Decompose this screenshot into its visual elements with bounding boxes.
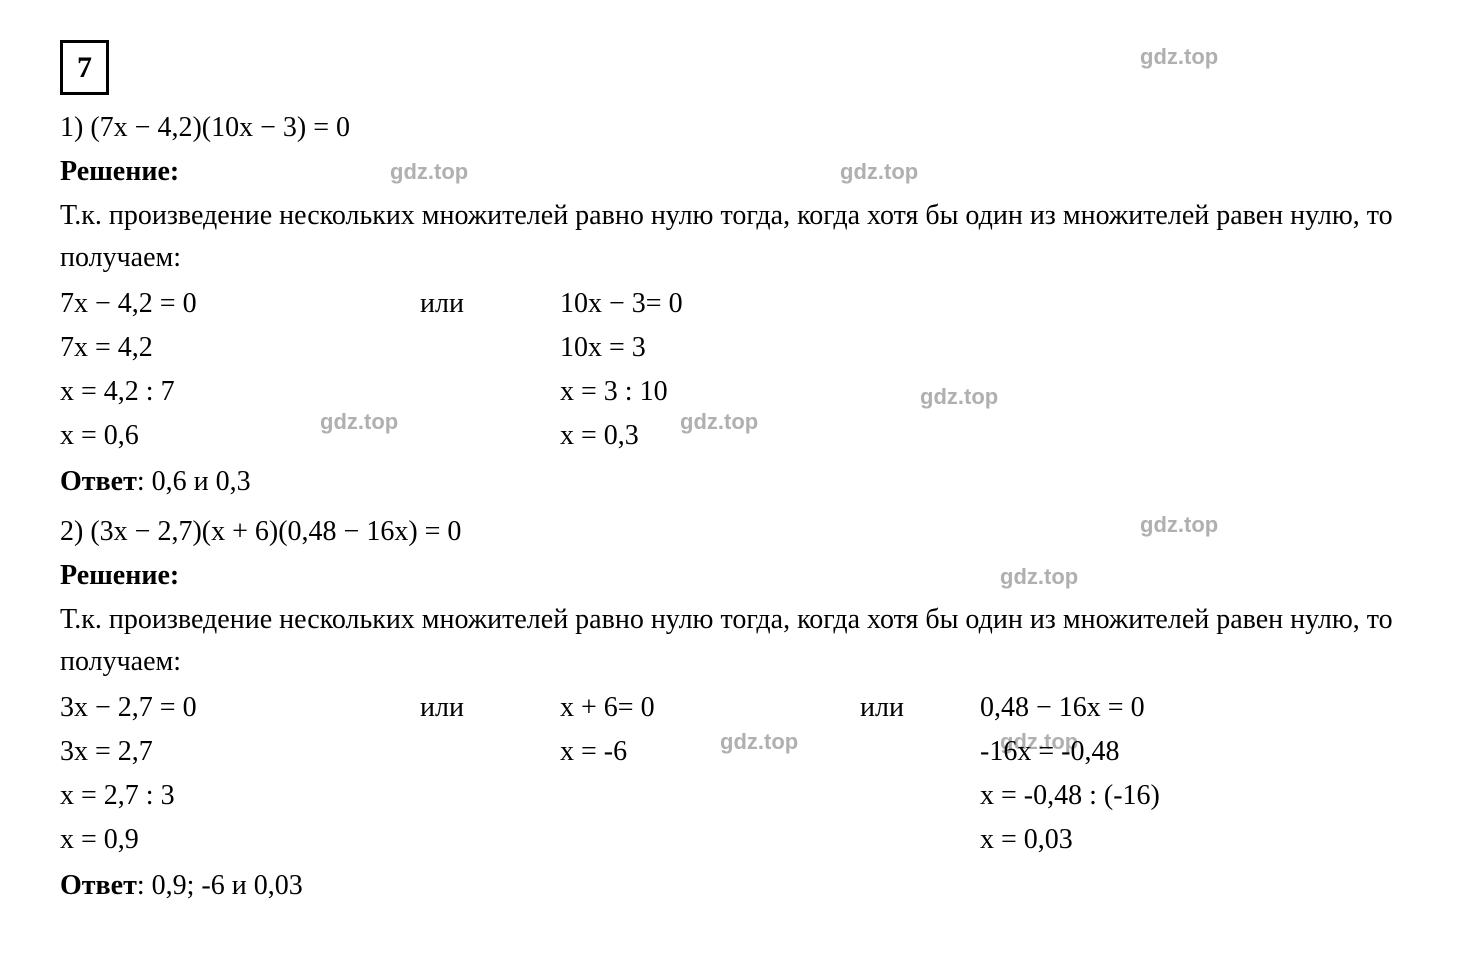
problem-number-box: 7 — [60, 40, 109, 95]
item2-col1-line4: x = 0,9 — [60, 819, 420, 861]
item1-col1-line3: x = 4,2 : 7 — [60, 371, 420, 413]
or-label-2b: или — [860, 687, 980, 729]
item2-col2-line1: x + 6= 0 — [560, 687, 860, 729]
item1-col2-line4: x = 0,3 — [560, 415, 960, 457]
item2-col1-line3: x = 2,7 : 3 — [60, 775, 420, 817]
item1-col1-line4: x = 0,6 — [60, 415, 420, 457]
item2-col1: 3x − 2,7 = 0 3x = 2,7 x = 2,7 : 3 x = 0,… — [60, 685, 420, 863]
item1-col1-line1: 7x − 4,2 = 0 — [60, 283, 420, 325]
or-label-1: или — [420, 283, 560, 325]
item2-col3-line3: x = -0,48 : (-16) — [980, 775, 1300, 817]
answer-1: Ответ: 0,6 и 0,3 — [60, 461, 1400, 503]
item1-col2-line3: x = 3 : 10 — [560, 371, 960, 413]
explanation-2: Т.к. произведение нескольких множителей … — [60, 599, 1400, 683]
item2-col3: 0,48 − 16x = 0 -16x = -0,48 x = -0,48 : … — [980, 685, 1300, 863]
or-label-2a: или — [420, 687, 560, 729]
explanation-1: Т.к. произведение нескольких множителей … — [60, 195, 1400, 279]
item2-or1: или — [420, 685, 560, 863]
answer-label-2: Ответ — [60, 870, 137, 901]
solution-columns-2: 3x − 2,7 = 0 3x = 2,7 x = 2,7 : 3 x = 0,… — [60, 685, 1400, 863]
item2-col3-line1: 0,48 − 16x = 0 — [980, 687, 1300, 729]
item2-col2: x + 6= 0 x = -6 — [560, 685, 860, 863]
answer-2: Ответ: 0,9; -6 и 0,03 — [60, 865, 1400, 907]
equation-2: 2) (3x − 2,7)(x + 6)(0,48 − 16x) = 0 — [60, 511, 1400, 553]
answer-value-2: : 0,9; -6 и 0,03 — [137, 870, 303, 901]
item2-col1-line2: 3x = 2,7 — [60, 731, 420, 773]
solution-columns-1: 7x − 4,2 = 0 7x = 4,2 x = 4,2 : 7 x = 0,… — [60, 281, 1400, 459]
equation-1: 1) (7x − 4,2)(10x − 3) = 0 — [60, 107, 1400, 149]
item1-or: или — [420, 281, 560, 459]
item-1: 1) (7x − 4,2)(10x − 3) = 0 Решение: Т.к.… — [60, 107, 1400, 503]
item1-col1-line2: 7x = 4,2 — [60, 327, 420, 369]
item1-col2: 10x − 3= 0 10x = 3 x = 3 : 10 x = 0,3 — [560, 281, 960, 459]
item-2: 2) (3x − 2,7)(x + 6)(0,48 − 16x) = 0 Реш… — [60, 511, 1400, 907]
answer-value-1: : 0,6 и 0,3 — [137, 466, 251, 497]
item2-col1-line1: 3x − 2,7 = 0 — [60, 687, 420, 729]
answer-label-1: Ответ — [60, 466, 137, 497]
item1-col2-line1: 10x − 3= 0 — [560, 283, 960, 325]
problem-number: 7 — [77, 51, 92, 84]
item1-col2-line2: 10x = 3 — [560, 327, 960, 369]
item2-col2-line2: x = -6 — [560, 731, 860, 773]
item2-col3-line4: x = 0,03 — [980, 819, 1300, 861]
item2-col3-line2: -16x = -0,48 — [980, 731, 1300, 773]
item2-or2: или — [860, 685, 980, 863]
solution-label-1: Решение: — [60, 156, 179, 187]
solution-label-2: Решение: — [60, 560, 179, 591]
item1-col1: 7x − 4,2 = 0 7x = 4,2 x = 4,2 : 7 x = 0,… — [60, 281, 420, 459]
